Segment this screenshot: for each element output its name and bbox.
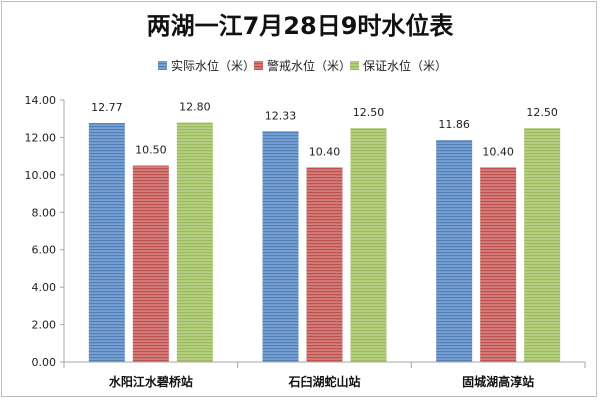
bar (88, 123, 125, 362)
data-label: 12.77 (91, 101, 123, 114)
legend: 实际水位（米） 警戒水位（米） 保证水位（米） (158, 58, 447, 73)
legend-label: 警戒水位（米） (267, 58, 351, 73)
y-tick-label: 10.00 (25, 169, 57, 182)
y-axis: 0.00 2.00 4.00 6.00 8.00 10.00 12.00 14.00 (25, 94, 65, 369)
data-label: 12.33 (265, 109, 297, 122)
legend-swatch (158, 61, 167, 70)
data-label: 12.50 (353, 106, 385, 119)
y-tick-label: 4.00 (32, 281, 57, 294)
data-label: 10.40 (482, 145, 514, 158)
data-label: 12.50 (526, 106, 558, 119)
bar (306, 167, 343, 362)
y-tick-label: 14.00 (25, 94, 57, 107)
bar (480, 167, 517, 362)
chart-title: 两湖一江7月28日9时水位表 (147, 12, 455, 40)
bar (176, 122, 213, 362)
x-axis: 水阳江水碧桥站 石臼湖蛇山站 固城湖高淳站 (63, 361, 586, 389)
bar (262, 131, 299, 362)
category-label: 水阳江水碧桥站 (109, 374, 193, 389)
category-label: 固城湖高淳站 (462, 374, 534, 389)
data-label: 10.50 (135, 144, 167, 157)
bar (436, 140, 473, 362)
bars (88, 122, 561, 362)
y-tick-label: 12.00 (25, 131, 57, 144)
legend-swatch (254, 61, 263, 70)
legend-label: 实际水位（米） (171, 58, 255, 73)
y-tick-label: 2.00 (32, 319, 57, 332)
y-tick-label: 8.00 (32, 206, 57, 219)
bar (524, 128, 561, 362)
legend-label: 保证水位（米） (363, 58, 447, 73)
bar (132, 165, 169, 362)
data-label: 12.80 (179, 100, 211, 113)
legend-swatch (350, 61, 359, 70)
bar (350, 128, 387, 362)
y-tick-label: 0.00 (32, 356, 57, 369)
category-label: 石臼湖蛇山站 (287, 374, 360, 389)
y-tick-label: 6.00 (32, 244, 57, 257)
data-labels: 12.77 10.50 12.80 12.33 10.40 12.50 11.86 10.40… (91, 100, 558, 158)
data-label: 10.40 (309, 145, 341, 158)
data-label: 11.86 (438, 118, 470, 131)
